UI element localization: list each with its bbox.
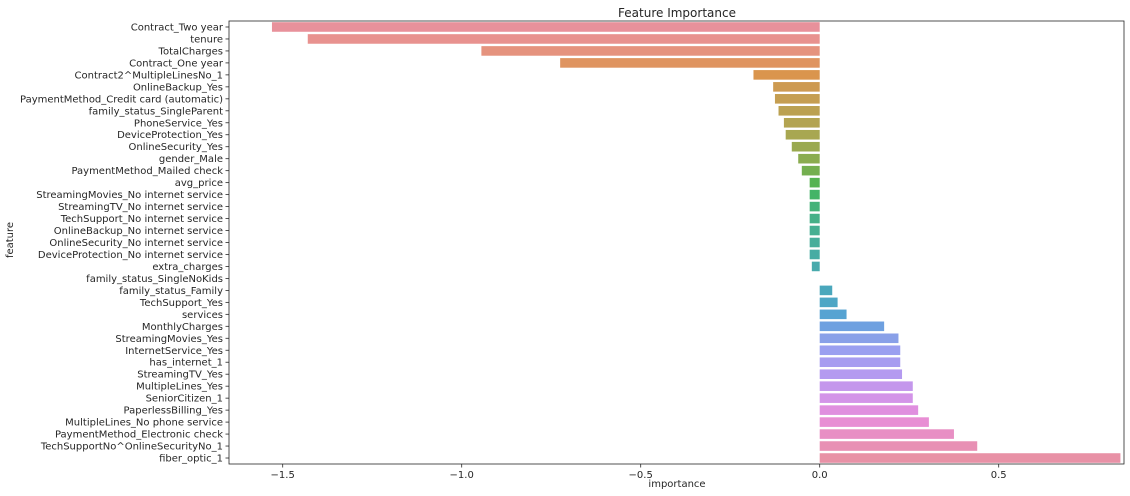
bar [753,70,819,80]
y-tick-label: Contract_One year [129,58,224,69]
y-tick-label: MultipleLines_Yes [136,382,223,393]
y-tick-label: TechSupportNo^OnlineSecurityNo_1 [40,442,223,453]
bar [820,381,913,391]
bar [820,441,978,451]
y-axis-label: feature [5,222,16,258]
bar [820,369,902,379]
y-tick-label: StreamingMovies_Yes [115,334,223,345]
x-tick-label: 0.0 [812,470,828,481]
y-tick-label: Contract2^MultipleLinesNo_1 [75,70,224,81]
bar [798,154,819,164]
bar [810,214,820,224]
y-tick-label: tenure [190,34,223,45]
y-tick-label: OnlineSecurity_Yes [129,142,223,153]
y-tick-label: extra_charges [152,262,223,273]
bar [820,286,833,296]
bar [810,202,820,212]
y-tick-label: avg_price [175,178,223,189]
y-tick-label: StreamingMovies_No internet service [36,190,223,201]
bar [779,106,820,116]
bar [272,22,820,32]
y-tick-label: PhoneService_Yes [134,118,223,129]
bar [812,262,820,272]
bar [773,82,820,92]
y-tick-label: PaymentMethod_Credit card (automatic) [20,94,223,105]
bar [820,333,899,343]
bar [802,166,820,176]
y-tick-label: family_status_SingleNoKids [86,274,223,285]
bar [820,310,847,320]
bar [560,58,820,68]
y-tick-label: TotalCharges [158,46,223,57]
bar [820,453,1121,463]
bar [810,238,820,248]
y-tick-label: OnlineBackup_No internet service [54,226,223,237]
bar [820,429,954,439]
y-tick-label: DeviceProtection_No internet service [38,250,223,261]
y-tick-label: family_status_SingleParent [89,106,223,117]
y-tick-label: TechSupport_Yes [139,298,223,309]
y-tick-label: services [182,310,223,321]
y-tick-label: StreamingTV_Yes [137,370,223,381]
bar [810,178,820,188]
bar [820,298,838,308]
bar [820,357,901,367]
y-tick-label: has_internet_1 [149,358,223,369]
y-tick-label: MultipleLines_No phone service [65,418,223,429]
bar [810,226,820,236]
bar [784,118,820,128]
x-axis-label: importance [648,479,705,490]
bar [810,190,820,200]
bar [792,142,820,152]
bar [820,405,918,415]
y-tick-label: Contract_Two year [131,22,224,33]
bar [775,94,820,104]
bar [481,46,819,56]
y-tick-label: family_status_Family [119,286,223,297]
bar [820,345,901,355]
x-tick-label: −1.0 [450,470,474,481]
bar [820,393,913,403]
y-tick-label: PaymentMethod_Electronic check [55,430,223,441]
y-tick-label: MonthlyCharges [142,322,223,333]
y-tick-label: fiber_optic_1 [159,454,223,465]
y-tick-label: PaperlessBilling_Yes [124,406,223,417]
y-tick-label: OnlineSecurity_No internet service [49,238,223,249]
bar [308,34,820,44]
y-tick-label: PaymentMethod_Mailed check [71,166,223,177]
chart-title: Feature Importance [618,6,736,20]
y-tick-label: InternetService_Yes [125,346,223,357]
y-tick-label: OnlineBackup_Yes [133,82,223,93]
y-tick-label: StreamingTV_No internet service [58,202,223,213]
y-tick-label: TechSupport_No internet service [60,214,223,225]
bar [820,322,884,332]
x-tick-label: 0.5 [991,470,1007,481]
bar [786,130,820,140]
y-tick-label: SeniorCitizen_1 [146,394,223,405]
x-tick-label: −1.5 [271,470,295,481]
bar [820,417,929,427]
bar [810,250,820,260]
y-tick-label: DeviceProtection_Yes [117,130,223,141]
y-tick-label: gender_Male [159,154,223,165]
